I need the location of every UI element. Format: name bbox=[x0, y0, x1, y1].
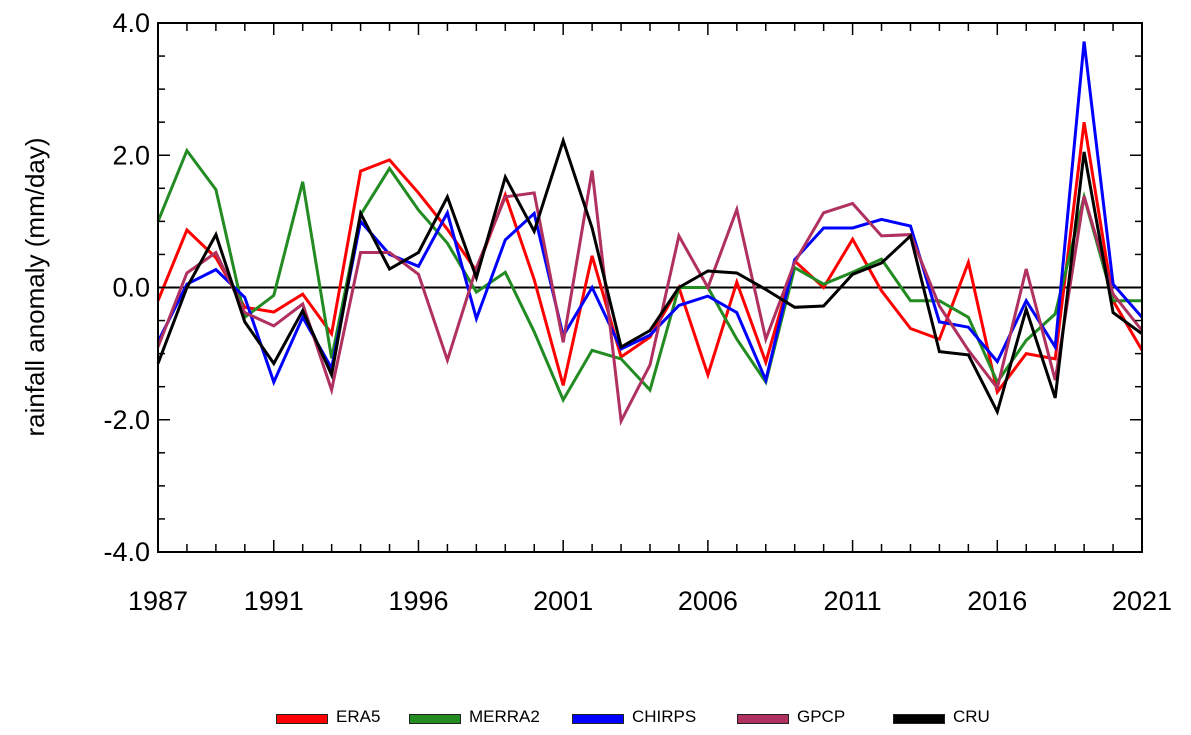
legend-label: ERA5 bbox=[336, 707, 381, 726]
series-line-gpcp bbox=[156, 170, 1144, 427]
legend-swatch bbox=[409, 714, 461, 724]
line-chart: 4.0 2.0 0.0 -2.0 -4.0 1987 1991 1996 2001 2006 201… bbox=[20, 8, 1172, 616]
legend-label: CHIRPS bbox=[632, 707, 697, 726]
legend-label: GPCP bbox=[797, 707, 846, 726]
series-line-era5 bbox=[156, 121, 1144, 396]
x-tick-label: 2006 bbox=[678, 586, 738, 616]
x-tick-label: 2016 bbox=[967, 586, 1027, 616]
y-tick-label: -4.0 bbox=[103, 537, 150, 567]
x-tick-label: 2021 bbox=[1112, 586, 1172, 616]
y-tick-label: 0.0 bbox=[112, 273, 150, 303]
y-axis-label: rainfall anomaly (mm/day) bbox=[20, 137, 50, 436]
x-tick-label: 1996 bbox=[388, 586, 448, 616]
legend-swatch bbox=[893, 714, 945, 724]
legend-swatch bbox=[572, 714, 624, 724]
legend-swatch bbox=[737, 714, 789, 724]
y-tick-label: 4.0 bbox=[112, 8, 150, 38]
legend-label: CRU bbox=[953, 707, 990, 726]
series-line-cru bbox=[156, 135, 1143, 416]
y-tick-label: 2.0 bbox=[112, 140, 150, 170]
x-tick-label: 1991 bbox=[244, 586, 304, 616]
x-tick-label: 1987 bbox=[128, 586, 188, 616]
chart-legend: ERA5 MERRA2 CHIRPS GPCP CRU bbox=[0, 706, 1191, 734]
x-tick-label: 2011 bbox=[824, 586, 882, 616]
x-tick-label: 2001 bbox=[533, 586, 593, 616]
legend-label: MERRA2 bbox=[469, 707, 540, 726]
y-tick-label: -2.0 bbox=[103, 405, 150, 435]
legend-swatch bbox=[276, 714, 328, 724]
